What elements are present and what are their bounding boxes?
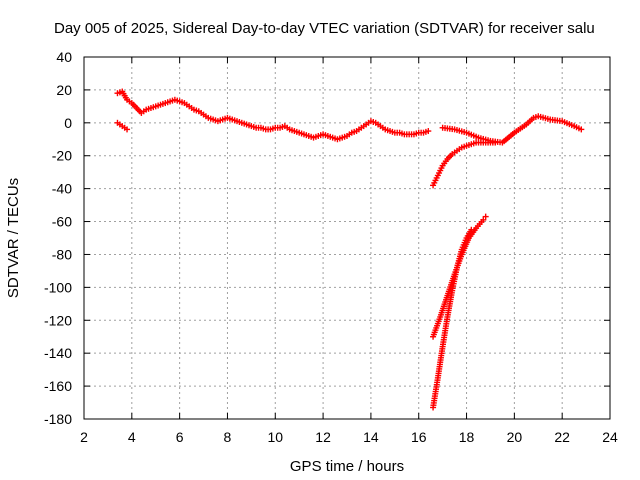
chart-title: Day 005 of 2025, Sidereal Day-to-day VTE… — [54, 20, 595, 37]
x-tick-label: 6 — [176, 429, 184, 445]
x-tick-label: 16 — [411, 429, 427, 445]
y-tick-label: -60 — [52, 214, 72, 230]
data-point — [468, 226, 475, 233]
y-tick-label: 0 — [64, 115, 72, 131]
data-point — [124, 126, 131, 133]
y-tick-label: -180 — [44, 411, 72, 427]
data-point — [480, 216, 487, 223]
x-tick-label: 22 — [554, 429, 570, 445]
data-point — [425, 128, 432, 135]
y-axis-title: SDTVAR / TECUs — [5, 178, 22, 298]
x-tick-label: 24 — [602, 429, 618, 445]
y-tick-label: 20 — [56, 82, 72, 98]
y-tick-label: -120 — [44, 312, 72, 328]
axis-ticks — [83, 56, 611, 420]
x-tick-label: 12 — [315, 429, 331, 445]
y-tick-label: -80 — [52, 246, 72, 262]
x-tick-label: 8 — [224, 429, 232, 445]
data-points — [114, 88, 585, 411]
data-point — [578, 126, 585, 133]
x-tick-label: 14 — [363, 429, 379, 445]
x-tick-label: 2 — [80, 429, 88, 445]
grid — [84, 57, 610, 419]
x-tick-labels: 2 4 6 8 10 12 14 16 18 20 22 24 — [80, 429, 618, 445]
y-tick-label: 40 — [56, 49, 72, 65]
y-tick-labels: -180 -160 -140 -120 -100 -80 -60 -40 -20 0 20 40 — [44, 49, 72, 427]
x-tick-label: 20 — [507, 429, 523, 445]
y-tick-label: -100 — [44, 279, 72, 295]
x-tick-label: 4 — [128, 429, 136, 445]
plot-frame — [83, 56, 611, 420]
y-tick-label: -20 — [52, 148, 72, 164]
x-axis-title: GPS time / hours — [290, 458, 404, 475]
y-tick-label: -160 — [44, 378, 72, 394]
y-tick-label: -140 — [44, 345, 72, 361]
y-tick-label: -40 — [52, 181, 72, 197]
x-tick-label: 10 — [267, 429, 283, 445]
data-point — [482, 213, 489, 220]
x-tick-label: 18 — [459, 429, 475, 445]
